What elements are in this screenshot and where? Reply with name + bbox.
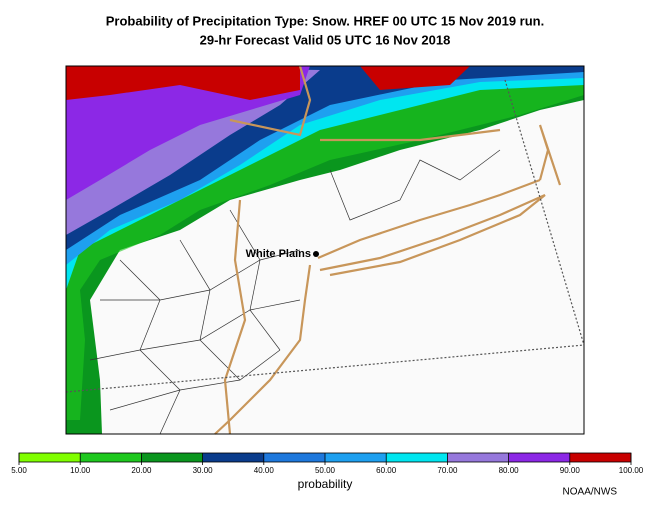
snow-area: [360, 66, 470, 90]
colorbar-segment: [202, 453, 264, 462]
place-label: White Plains: [246, 248, 311, 260]
place-marker: [313, 251, 319, 257]
colorbar-tick-label: 70.00: [437, 466, 458, 475]
border: [65, 79, 585, 393]
snow-area: [66, 66, 300, 100]
colorbar-segment: [19, 453, 81, 462]
colorbar-tick-label: 10.00: [70, 466, 91, 475]
colorbar-tick-label: 20.00: [131, 466, 152, 475]
colorbar-segment: [325, 453, 387, 462]
coastline: [214, 65, 562, 435]
colorbar-label: probability: [298, 477, 353, 491]
title: Probability of Precipitation Type: Snow.…: [106, 13, 544, 28]
colorbar-segment: [447, 453, 509, 462]
county-lines: [89, 149, 501, 435]
subtitle: 29-hr Forecast Valid 05 UTC 16 Nov 2018: [200, 32, 451, 47]
colorbar-tick-label: 40.00: [254, 466, 275, 475]
colorbar-tick-label: 90.00: [560, 466, 581, 475]
credit: NOAA/NWS: [563, 487, 618, 498]
colorbar-segment: [80, 453, 142, 462]
colorbar-segment: [141, 453, 203, 462]
colorbar-segment: [569, 453, 631, 462]
colorbar-segment: [508, 453, 570, 462]
colorbar-segment: [263, 453, 325, 462]
colorbar-segment: [386, 453, 448, 462]
colorbar: 5.00 10.00 20.00 30.00 40.00 50.00 60.00 70.00 8…: [11, 452, 644, 475]
colorbar-tick-label: 50.00: [315, 466, 336, 475]
colorbar-tick-label: 30.00: [193, 466, 214, 475]
map: White Plains: [65, 65, 585, 435]
colorbar-tick-label: 60.00: [376, 466, 397, 475]
colorbar-tick-label: 5.00: [11, 466, 27, 475]
colorbar-tick-label: 100.00: [619, 466, 644, 475]
map-frame: [65, 65, 585, 435]
colorbar-tick-label: 80.00: [499, 466, 520, 475]
